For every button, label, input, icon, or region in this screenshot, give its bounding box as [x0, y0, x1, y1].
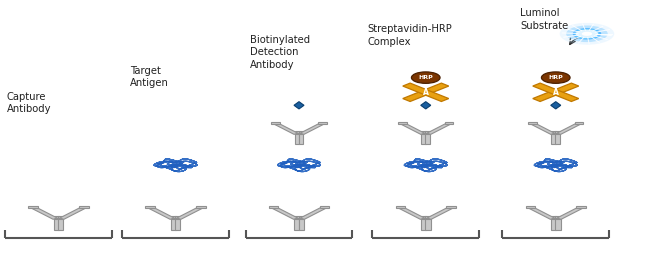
Bar — [58, 216, 64, 230]
Bar — [426, 131, 430, 144]
Bar — [526, 206, 535, 209]
Text: Luminol
Substrate: Luminol Substrate — [520, 8, 568, 31]
Polygon shape — [300, 207, 326, 219]
Bar — [146, 206, 155, 209]
Bar — [396, 206, 405, 209]
Polygon shape — [421, 102, 431, 109]
Text: A: A — [422, 88, 429, 97]
Polygon shape — [403, 83, 448, 101]
Bar — [421, 216, 426, 230]
Polygon shape — [427, 207, 453, 219]
Bar — [447, 206, 456, 209]
Bar — [294, 216, 299, 230]
Text: Streptavidin-HRP
Complex: Streptavidin-HRP Complex — [367, 24, 452, 47]
Text: Target
Antigen: Target Antigen — [130, 66, 169, 88]
Bar — [421, 131, 426, 144]
Bar — [556, 131, 560, 144]
Text: HRP: HRP — [549, 75, 563, 80]
Circle shape — [411, 72, 440, 83]
Polygon shape — [294, 102, 304, 109]
Polygon shape — [400, 123, 424, 134]
Text: A: A — [552, 88, 559, 97]
Bar — [551, 218, 560, 219]
Bar — [269, 206, 278, 209]
Bar — [398, 122, 407, 124]
Polygon shape — [272, 207, 298, 219]
Text: HRP: HRP — [419, 75, 433, 80]
Polygon shape — [530, 123, 554, 134]
Circle shape — [566, 25, 608, 42]
Polygon shape — [60, 207, 86, 219]
Polygon shape — [300, 123, 324, 134]
Polygon shape — [403, 83, 448, 101]
Polygon shape — [398, 207, 424, 219]
Polygon shape — [427, 123, 451, 134]
Circle shape — [573, 28, 601, 40]
Bar — [421, 218, 431, 219]
Bar — [170, 218, 181, 219]
Circle shape — [541, 72, 570, 83]
Bar — [294, 131, 299, 144]
Polygon shape — [557, 207, 583, 219]
Circle shape — [575, 29, 599, 38]
Bar — [318, 122, 326, 124]
Polygon shape — [274, 123, 298, 134]
Bar — [53, 216, 58, 230]
Text: Biotinylated
Detection
Antibody: Biotinylated Detection Antibody — [250, 35, 311, 70]
Bar — [425, 216, 430, 230]
Bar — [299, 216, 304, 230]
Bar — [551, 131, 556, 144]
Bar — [272, 122, 280, 124]
Circle shape — [560, 23, 614, 45]
Polygon shape — [177, 207, 203, 219]
Bar — [551, 133, 560, 134]
Bar — [294, 218, 304, 219]
Bar — [551, 216, 556, 230]
Polygon shape — [557, 123, 581, 134]
Bar — [176, 216, 181, 230]
Bar — [196, 206, 205, 209]
Bar — [320, 206, 329, 209]
Text: Capture
Antibody: Capture Antibody — [6, 92, 51, 114]
Bar — [79, 206, 88, 209]
Bar — [29, 206, 38, 209]
Bar — [445, 122, 453, 124]
Bar — [528, 122, 537, 124]
Polygon shape — [528, 207, 554, 219]
Bar — [294, 133, 304, 134]
Bar — [575, 122, 583, 124]
Circle shape — [582, 32, 592, 36]
Polygon shape — [533, 83, 578, 101]
Polygon shape — [31, 207, 57, 219]
Polygon shape — [533, 83, 578, 101]
Bar — [421, 133, 430, 134]
Bar — [299, 131, 304, 144]
Bar — [555, 216, 560, 230]
Polygon shape — [551, 102, 561, 109]
Bar — [577, 206, 586, 209]
Polygon shape — [148, 207, 174, 219]
Bar — [170, 216, 176, 230]
Bar — [53, 218, 63, 219]
